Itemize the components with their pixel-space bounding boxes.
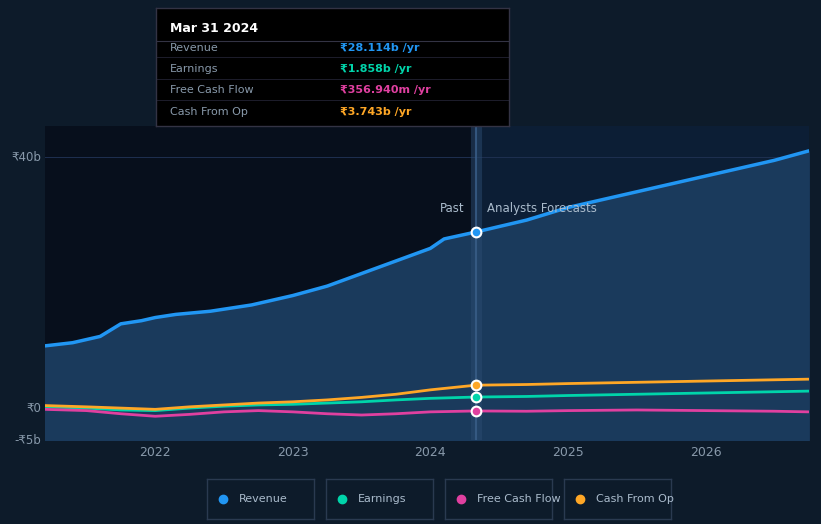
Text: Free Cash Flow: Free Cash Flow bbox=[478, 494, 561, 504]
Text: ₹40b: ₹40b bbox=[11, 151, 41, 163]
Text: ₹356.940m /yr: ₹356.940m /yr bbox=[340, 85, 430, 95]
Text: Analysts Forecasts: Analysts Forecasts bbox=[487, 202, 597, 215]
Text: ₹28.114b /yr: ₹28.114b /yr bbox=[340, 43, 419, 53]
Text: Revenue: Revenue bbox=[240, 494, 288, 504]
Text: Revenue: Revenue bbox=[170, 43, 219, 53]
Bar bbox=[45, 126, 475, 440]
Text: -₹5b: -₹5b bbox=[15, 434, 41, 446]
Text: Free Cash Flow: Free Cash Flow bbox=[170, 85, 254, 95]
Bar bbox=[475, 126, 809, 440]
Text: Mar 31 2024: Mar 31 2024 bbox=[170, 22, 259, 35]
Text: ₹1.858b /yr: ₹1.858b /yr bbox=[340, 64, 411, 74]
Text: ₹0: ₹0 bbox=[26, 402, 41, 415]
Text: Earnings: Earnings bbox=[358, 494, 407, 504]
Text: Cash From Op: Cash From Op bbox=[170, 106, 248, 117]
Text: ₹3.743b /yr: ₹3.743b /yr bbox=[340, 106, 411, 117]
Text: Cash From Op: Cash From Op bbox=[597, 494, 674, 504]
Text: Past: Past bbox=[440, 202, 465, 215]
Text: Earnings: Earnings bbox=[170, 64, 218, 74]
